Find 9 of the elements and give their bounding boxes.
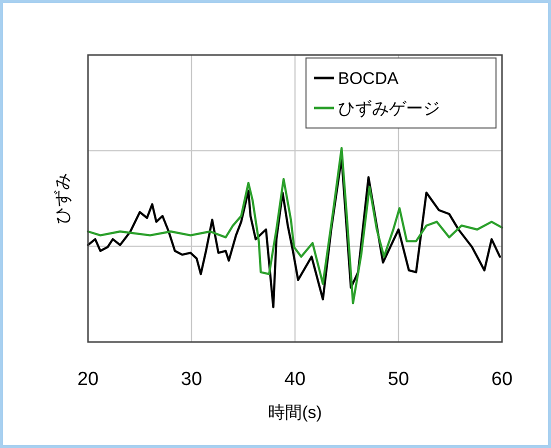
legend-label: BOCDA [338,69,400,88]
y-axis-title: ひずみ [53,173,72,224]
legend-label: ひずみゲージ [338,99,440,118]
x-tick-label: 40 [284,369,306,390]
x-tick-label: 20 [77,369,99,390]
x-tick-label: 60 [491,369,513,390]
x-tick-label: 50 [388,369,410,390]
x-axis-title: 時間(s) [268,403,322,422]
x-tick-label: 30 [180,369,202,390]
